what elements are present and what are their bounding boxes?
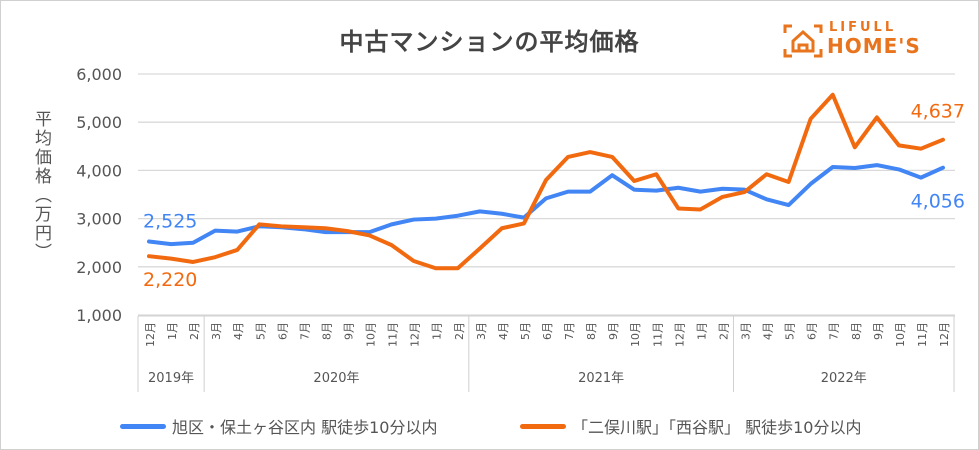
x-tick-label: 5月 bbox=[254, 322, 267, 340]
x-tick-label: 1月 bbox=[166, 322, 179, 340]
x-tick-label: 4月 bbox=[232, 322, 245, 340]
legend-item-blue: 旭区・保土ヶ谷区内 駅徒歩10分以内 bbox=[120, 414, 437, 438]
year-label: 2019年 bbox=[148, 371, 194, 386]
x-tick-label: 10月 bbox=[629, 322, 642, 347]
y-tick-label: 3,000 bbox=[76, 210, 122, 229]
x-tick-label: 12月 bbox=[409, 322, 422, 347]
legend-item-orange: 「二俣川駅」「西谷駅」 駅徒歩10分以内 bbox=[520, 414, 861, 438]
x-tick-label: 4月 bbox=[497, 322, 510, 340]
x-tick-label: 3月 bbox=[740, 322, 753, 340]
legend-swatch-blue bbox=[120, 423, 166, 429]
x-tick-label: 12月 bbox=[938, 322, 951, 347]
x-tick-label: 1月 bbox=[431, 322, 444, 340]
x-tick-label: 3月 bbox=[475, 322, 488, 340]
logo-line2: HOME'S bbox=[827, 34, 921, 58]
chart-title: 中古マンションの平均価格 bbox=[339, 28, 640, 56]
x-tick-label: 7月 bbox=[563, 322, 576, 340]
y-tick-label: 5,000 bbox=[76, 113, 122, 132]
x-tick-label: 2月 bbox=[717, 322, 730, 340]
x-tick-label: 3月 bbox=[210, 322, 223, 340]
x-tick-label: 2月 bbox=[453, 322, 466, 340]
legend-label: 「二俣川駅」「西谷駅」 駅徒歩10分以内 bbox=[572, 418, 862, 437]
x-tick-label: 9月 bbox=[872, 322, 885, 340]
y-tick-label: 4,000 bbox=[76, 161, 122, 180]
x-tick-label: 9月 bbox=[607, 322, 620, 340]
x-tick-label: 1月 bbox=[695, 322, 708, 340]
x-tick-label: 8月 bbox=[850, 322, 863, 340]
home-logo-icon bbox=[783, 24, 823, 58]
y-axis-label: 平均価格（万円） bbox=[31, 110, 51, 262]
legend-label: 旭区・保土ヶ谷区内 駅徒歩10分以内 bbox=[172, 418, 438, 437]
x-tick-label: 8月 bbox=[585, 322, 598, 340]
x-tick-label: 7月 bbox=[828, 322, 841, 340]
series-line-1 bbox=[147, 92, 945, 271]
x-tick-label: 5月 bbox=[519, 322, 532, 340]
year-label: 2021年 bbox=[578, 371, 624, 386]
y-tick-label: 6,000 bbox=[76, 65, 122, 84]
start-value-label: 2,220 bbox=[143, 269, 197, 291]
x-tick-label: 6月 bbox=[806, 322, 819, 340]
x-tick-label: 8月 bbox=[320, 322, 333, 340]
x-tick-label: 5月 bbox=[784, 322, 797, 340]
x-tick-label: 4月 bbox=[762, 322, 775, 340]
x-tick-label: 2月 bbox=[188, 322, 201, 340]
series-line-0 bbox=[147, 163, 945, 247]
y-tick-label: 2,000 bbox=[76, 258, 122, 277]
x-tick-label: 9月 bbox=[343, 322, 356, 340]
x-tick-label: 10月 bbox=[894, 322, 907, 347]
x-tick-label: 11月 bbox=[387, 322, 400, 347]
x-tick-label: 6月 bbox=[541, 322, 554, 340]
start-value-label: 2,525 bbox=[143, 210, 197, 232]
legend-swatch-orange bbox=[520, 423, 566, 429]
x-tick-label: 11月 bbox=[916, 322, 929, 347]
y-tick-label: 1,000 bbox=[76, 306, 122, 325]
x-tick-label: 12月 bbox=[144, 322, 157, 347]
logo-line1: LIFULL bbox=[829, 20, 897, 35]
end-value-label: 4,056 bbox=[911, 191, 965, 213]
x-tick-label: 6月 bbox=[276, 322, 289, 340]
x-tick-label: 11月 bbox=[651, 322, 664, 347]
x-tick-label: 12月 bbox=[673, 322, 686, 347]
year-label: 2022年 bbox=[821, 371, 867, 386]
x-tick-label: 7月 bbox=[298, 322, 311, 340]
year-label: 2020年 bbox=[313, 371, 359, 386]
end-value-label: 4,637 bbox=[911, 101, 965, 123]
x-tick-label: 10月 bbox=[365, 322, 378, 347]
